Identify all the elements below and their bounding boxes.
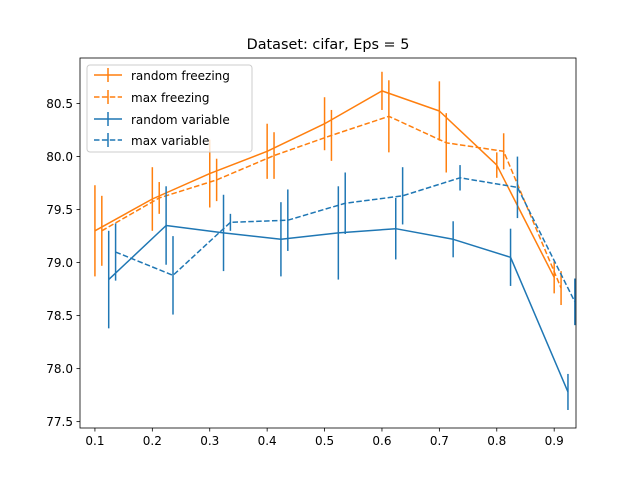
plot-frame xyxy=(79,57,577,429)
y-tick-label: 80.5 xyxy=(46,97,73,111)
x-tick-label: 0.6 xyxy=(372,434,391,448)
series-random-variable xyxy=(107,186,569,410)
y-axis: 77.5 78.0 78.5 79.0 79.5 80.0 80.5 xyxy=(46,97,80,429)
y-tick-label: 80.0 xyxy=(46,150,73,164)
y-tick-label: 78.5 xyxy=(46,309,73,323)
legend: random freezing max freezing random vari… xyxy=(86,64,253,153)
legend-label-max-freezing: max freezing xyxy=(131,91,209,105)
y-tick-label: 77.5 xyxy=(46,415,73,429)
x-tick-label: 0.9 xyxy=(545,434,564,448)
x-tick-label: 0.2 xyxy=(143,434,162,448)
legend-entry-max-freezing: max freezing xyxy=(94,90,209,105)
legend-entry-random-freezing: random freezing xyxy=(94,68,230,83)
x-tick-label: 0.1 xyxy=(85,434,104,448)
y-tick-label: 78.0 xyxy=(46,362,73,376)
y-tick-label: 79.0 xyxy=(46,256,73,270)
x-axis: 0.1 0.2 0.3 0.4 0.5 0.6 0.7 0.8 0.9 xyxy=(85,428,564,448)
x-tick-label: 0.4 xyxy=(258,434,277,448)
legend-box xyxy=(86,64,253,153)
series-max-freezing xyxy=(101,80,562,306)
legend-label-max-variable: max variable xyxy=(131,134,209,148)
legend-label-random-freezing: random freezing xyxy=(131,69,230,83)
x-tick-label: 0.7 xyxy=(430,434,449,448)
x-tick-label: 0.8 xyxy=(487,434,506,448)
x-tick-label: 0.3 xyxy=(200,434,219,448)
legend-label-random-variable: random variable xyxy=(131,113,230,127)
chart-title: Dataset: cifar, Eps = 5 xyxy=(247,37,410,53)
legend-entry-random-variable: random variable xyxy=(94,112,230,127)
y-tick-label: 79.5 xyxy=(46,203,73,217)
series-max-variable xyxy=(114,156,576,326)
legend-entry-max-variable: max variable xyxy=(94,133,209,148)
x-tick-label: 0.5 xyxy=(315,434,334,448)
series-layer xyxy=(94,71,576,410)
